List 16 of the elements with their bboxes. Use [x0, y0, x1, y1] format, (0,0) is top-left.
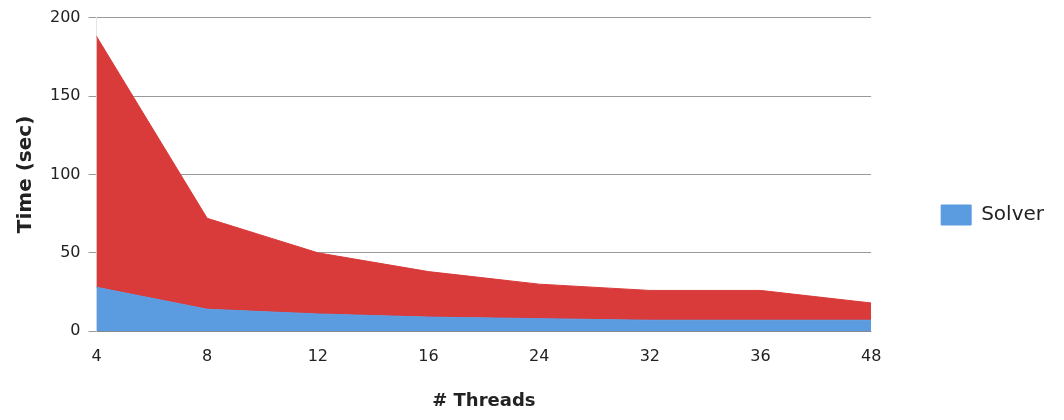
x-tick-label: 36 [750, 345, 771, 365]
x-tick-label: 16 [418, 345, 439, 365]
x-tick-label: 24 [528, 345, 550, 365]
y-tick-label: 100 [49, 163, 81, 183]
y-tick-label: 50 [60, 241, 81, 261]
x-tick-label: 12 [307, 345, 329, 365]
x-axis-title: # Threads [432, 388, 536, 410]
x-tick-label: 48 [860, 345, 882, 365]
y-tick-label: 200 [49, 6, 81, 26]
y-axis-title: Time (sec) [12, 115, 37, 234]
y-tick-label: 0 [70, 320, 81, 340]
x-tick-label: 8 [202, 345, 213, 365]
x-tick-label: 4 [91, 345, 102, 365]
x-tick-label: 32 [639, 345, 661, 365]
legend-label: Solver [981, 201, 1045, 226]
y-tick-label: 150 [49, 85, 81, 105]
